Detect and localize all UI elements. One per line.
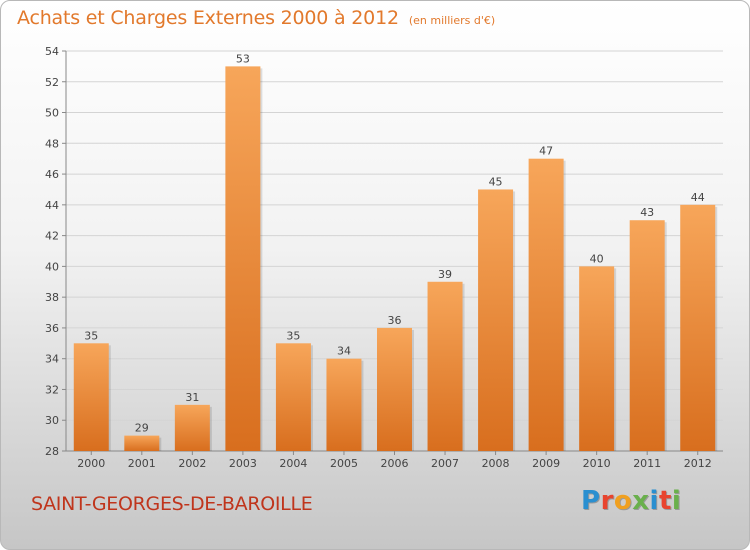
data-label: 34	[337, 345, 351, 358]
commune-name: SAINT-GEORGES-DE-BAROILLE	[31, 493, 313, 515]
data-label: 53	[236, 52, 250, 65]
logo-letter: r	[600, 486, 614, 516]
data-labels: 35 29 31 53 35 34 36 39 45 47 40 43 44	[84, 52, 704, 434]
x-tick-label: 2000	[77, 457, 105, 470]
y-tick-label: 42	[45, 230, 59, 243]
bar	[427, 281, 463, 451]
bars	[73, 66, 718, 451]
logo-letter: x	[632, 486, 650, 516]
x-tick-label: 2002	[178, 457, 206, 470]
bar	[275, 343, 311, 451]
y-tick-label: 30	[45, 414, 59, 427]
x-tick-label: 2012	[684, 457, 712, 470]
chart-title: Achats et Charges Externes 2000 à 2012	[17, 7, 399, 29]
data-label: 35	[84, 329, 98, 342]
y-tick-label: 34	[45, 353, 59, 366]
bar	[579, 266, 615, 451]
title-line: Achats et Charges Externes 2000 à 2012 (e…	[17, 7, 495, 29]
data-label: 45	[489, 175, 503, 188]
bar	[225, 66, 261, 451]
x-tick-label: 2001	[128, 457, 156, 470]
y-tick-label: 46	[45, 168, 59, 181]
y-tick-label: 54	[45, 45, 59, 58]
logo-letter: t	[658, 486, 672, 516]
y-tick-label: 52	[45, 76, 59, 89]
data-label: 47	[539, 145, 553, 158]
bar	[174, 404, 210, 451]
y-tick-label: 48	[45, 137, 59, 150]
x-tick-label: 2009	[532, 457, 560, 470]
x-tick-label: 2008	[482, 457, 510, 470]
bar	[73, 343, 109, 451]
data-label: 44	[691, 191, 705, 204]
x-tick-label: 2007	[431, 457, 459, 470]
x-tick-label: 2004	[279, 457, 307, 470]
data-label: 29	[135, 422, 149, 435]
x-tick-label: 2003	[229, 457, 257, 470]
bar	[377, 327, 412, 451]
bar	[680, 204, 716, 451]
bar	[124, 435, 160, 451]
data-label: 43	[640, 206, 654, 219]
y-tick-label: 36	[45, 322, 59, 335]
data-label: 40	[590, 252, 604, 265]
y-tick-label: 28	[45, 445, 59, 458]
y-tick-label: 38	[45, 291, 59, 304]
bar	[326, 358, 362, 451]
data-label: 31	[185, 391, 199, 404]
x-tick-label: 2006	[381, 457, 409, 470]
y-tick-label: 50	[45, 107, 59, 120]
unit-note: (en milliers d'€)	[408, 14, 496, 27]
x-tick-label: 2010	[583, 457, 611, 470]
data-label: 39	[438, 268, 452, 281]
y-tick-label: 32	[45, 383, 59, 396]
x-tick-label: 2005	[330, 457, 358, 470]
data-label: 36	[388, 314, 402, 327]
x-tick-label: 2011	[633, 457, 661, 470]
data-label: 35	[286, 329, 300, 342]
proxiti-logo: Proxiti	[581, 486, 681, 516]
bar	[478, 189, 514, 451]
logo-letter: i	[671, 486, 682, 516]
y-tick-label: 44	[45, 199, 59, 212]
y-tick-label: 40	[45, 260, 59, 273]
logo-letter: i	[649, 486, 659, 516]
bar	[629, 220, 665, 451]
logo-letter: o	[613, 486, 633, 516]
logo-letter: P	[581, 486, 601, 516]
bar	[528, 158, 564, 451]
